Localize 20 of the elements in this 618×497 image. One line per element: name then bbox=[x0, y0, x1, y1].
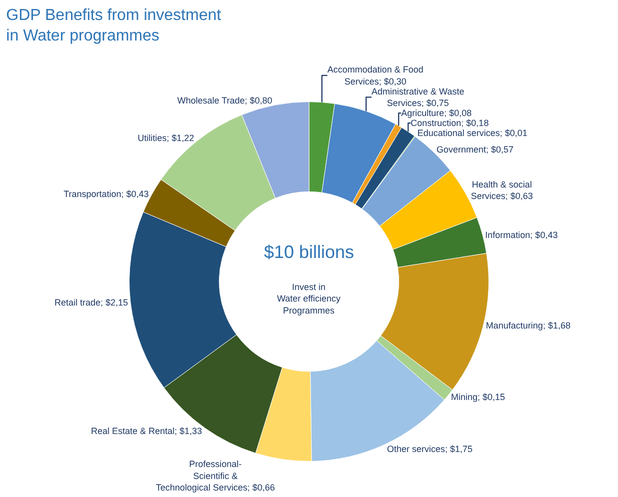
slice-label: Mining; $0,15 bbox=[450, 392, 506, 402]
text: Invest in Water efficiency Programmes bbox=[277, 282, 342, 316]
slice-label: Information; $0,43 bbox=[485, 230, 558, 240]
chart-title: GDP Benefits from investment in Water programmes bbox=[6, 6, 222, 45]
slice-label: Accommodation & Food Services; $0,30 bbox=[327, 64, 424, 86]
slice-label: Government; $0,57 bbox=[436, 144, 514, 155]
slice-label: Wholesale Trade; $0,80 bbox=[177, 95, 272, 106]
slice-label: Administrative & Waste Services; $0,75 bbox=[372, 86, 464, 108]
slice-label: Retail trade; $2,15 bbox=[54, 298, 128, 308]
slice-label: Other services; $1,75 bbox=[386, 444, 473, 454]
slice-label: Agriculture; $0,08 bbox=[401, 108, 472, 118]
slice-label: Educational services; $0,01 bbox=[417, 128, 528, 138]
slice-label: Real Estate & Rental; $1,33 bbox=[90, 426, 202, 436]
slice-label: Utilities; $1,22 bbox=[138, 133, 194, 144]
slice-label: Transportation; $0,43 bbox=[64, 189, 149, 200]
slice-label: Manufacturing; $1,68 bbox=[486, 320, 570, 330]
slice-label: Health & social Services; $0,63 bbox=[470, 180, 533, 202]
slice-label: Construction; $0,18 bbox=[410, 118, 489, 128]
slice-label: Professional-Scientific & Technological Services; $0,66 bbox=[156, 459, 275, 492]
text: $10 billions bbox=[264, 242, 354, 262]
